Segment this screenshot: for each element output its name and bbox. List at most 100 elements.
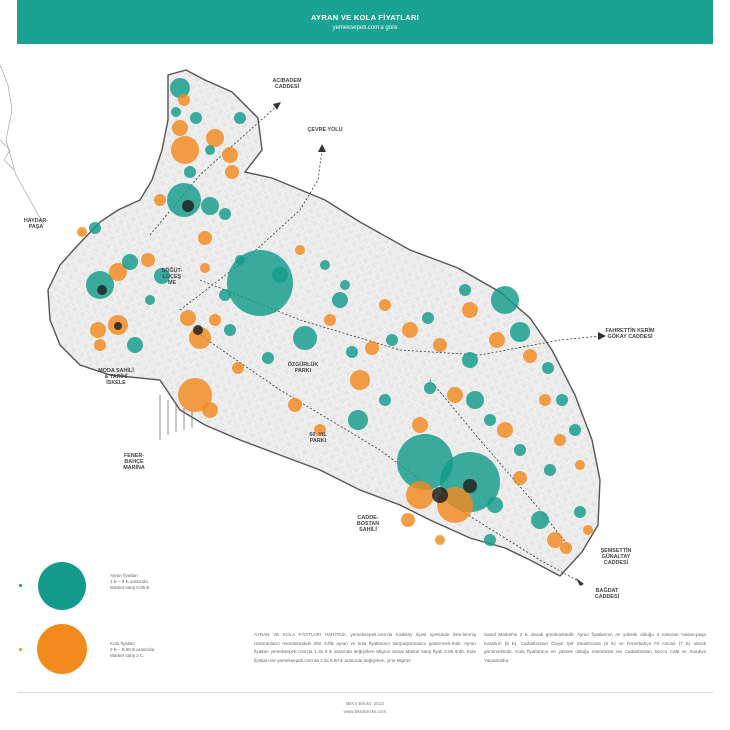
road-fahrettin <box>199 279 601 356</box>
kola-price-bubble <box>222 147 238 163</box>
price-bubbles <box>77 78 593 554</box>
ayran-price-bubble <box>462 352 478 368</box>
footer-credit: Bits'n Bricks, 2013 <box>346 701 384 706</box>
kola-price-bubble <box>350 370 370 390</box>
label-fenerbahce: FENER- BAHÇE MARİNA <box>123 453 145 472</box>
overlap-bubble <box>432 487 448 503</box>
ayran-price-bubble <box>167 183 201 217</box>
ayran-price-bubble <box>531 511 549 529</box>
kola-price-bubble <box>178 94 190 106</box>
ayran-price-bubble <box>145 295 155 305</box>
kola-price-bubble <box>489 332 505 348</box>
kola-price-bubble <box>180 310 196 326</box>
overlap-bubble <box>97 285 107 295</box>
kola-price-bubble <box>154 194 166 206</box>
ayran-price-bubble <box>484 414 496 426</box>
overlap-bubble <box>114 322 122 330</box>
kola-price-bubble <box>209 314 221 326</box>
ayran-price-bubble <box>542 362 554 374</box>
overlap-bubble <box>193 325 203 335</box>
arrow-cevre-yolu <box>318 144 326 152</box>
ayran-price-bubble <box>205 145 215 155</box>
description-col1: AYRAN VE KOLA FİYATLARI HARİTASI, yemeks… <box>254 632 476 663</box>
ayran-price-bubble <box>127 337 143 353</box>
kola-price-bubble <box>200 263 210 273</box>
kola-price-bubble <box>583 525 593 535</box>
ayran-price-bubble <box>569 424 581 436</box>
kola-price-bubble <box>406 481 434 509</box>
kola-price-bubble <box>314 424 326 436</box>
kola-price-bubble <box>232 362 244 374</box>
ayran-price-bubble <box>424 382 436 394</box>
label-ozgurluk: ÖZGÜRLÜK PARKI <box>287 362 319 375</box>
kola-price-bubble <box>90 322 106 338</box>
ayran-price-bubble <box>154 268 170 284</box>
kola-price-bubble <box>324 314 336 326</box>
kola-price-bubble <box>379 299 391 311</box>
kola-price-bubble <box>202 402 218 418</box>
overlap-bubble <box>182 200 194 212</box>
label-cevre-yolu: ÇEVRE YOLU <box>307 127 343 133</box>
kola-price-bubble <box>198 231 212 245</box>
map-title: AYRAN VE KOLA FİYATLARI <box>310 13 420 22</box>
ayran-price-bubble <box>171 107 181 117</box>
legend-ayran-circle <box>38 562 86 610</box>
kola-price-bubble <box>402 322 418 338</box>
legend-kola-min-dot <box>19 648 22 651</box>
kola-price-bubble <box>435 535 445 545</box>
kola-price-bubble <box>109 263 127 281</box>
ayran-price-bubble <box>332 292 348 308</box>
ayran-price-bubble <box>379 394 391 406</box>
arrow-bagdat <box>576 578 584 586</box>
kola-price-bubble <box>447 387 463 403</box>
map-canvas <box>0 64 606 586</box>
ayran-price-bubble <box>320 260 330 270</box>
ayran-price-bubble <box>184 166 196 178</box>
ayran-price-bubble <box>224 324 236 336</box>
kadikoy-map: ACIBADEM CADDESİ ÇEVRE YOLU HAYDAR- PAŞA… <box>0 50 730 630</box>
ayran-price-bubble <box>190 112 202 124</box>
kola-price-bubble <box>172 120 188 136</box>
ayran-price-bubble <box>262 352 274 364</box>
ayran-price-bubble <box>574 506 586 518</box>
ayran-price-bubble <box>491 286 519 314</box>
map-subtitle: yemeksepeti.com'a göre <box>332 25 398 31</box>
ayran-price-bubble <box>219 289 231 301</box>
arrow-fahrettin <box>598 332 606 340</box>
ayran-price-bubble <box>556 394 568 406</box>
legend-ayran-text: Ayran fiyatları 1 ₺ – 8 ₺ arasında Marke… <box>110 573 150 590</box>
road-semsettin <box>429 379 571 549</box>
ayran-price-bubble <box>340 280 350 290</box>
ayran-price-bubble <box>293 326 317 350</box>
ayran-price-bubble <box>170 78 190 98</box>
ayran-price-bubble <box>397 434 453 490</box>
kola-price-bubble <box>462 302 478 318</box>
label-fahrettin: FAHRETTİN KERİM GÖKAY CADDESİ <box>605 328 655 341</box>
kola-price-bubble <box>295 245 305 255</box>
kola-price-bubble <box>547 532 563 548</box>
kola-price-bubble <box>539 394 551 406</box>
kola-price-bubble <box>412 417 428 433</box>
kola-price-bubble <box>365 341 379 355</box>
ayran-price-bubble <box>227 250 293 316</box>
ayran-price-bubble <box>89 222 101 234</box>
label-moda: MODA SAHİLİ & TARİHİ İSKELE <box>98 368 134 387</box>
ayran-price-bubble <box>348 410 368 430</box>
ayran-price-bubble <box>122 254 138 270</box>
ayran-price-bubble <box>487 497 503 513</box>
ayran-price-bubble <box>272 267 288 283</box>
label-sogutlucesme: SÖĞÜT- LÜÇEŞ ME <box>161 268 183 287</box>
label-haydarpasa: HAYDAR- PAŞA <box>23 218 49 231</box>
ayran-price-bubble <box>422 312 434 324</box>
ayran-price-bubble <box>544 464 556 476</box>
kola-price-bubble <box>513 471 527 485</box>
road-cevre-yolu <box>179 149 323 311</box>
kola-price-bubble <box>497 422 513 438</box>
kola-price-bubble <box>433 338 447 352</box>
label-caddebostan: CADDE- BOSTAN SAHİLİ <box>356 515 380 534</box>
title-banner: AYRAN VE KOLA FİYATLARI yemeksepeti.com'… <box>17 0 713 44</box>
arrow-acibadem <box>273 102 281 110</box>
label-acibadem: ACIBADEM CADDESİ <box>272 78 302 91</box>
kola-price-bubble <box>575 460 585 470</box>
marina-piers <box>159 395 193 440</box>
